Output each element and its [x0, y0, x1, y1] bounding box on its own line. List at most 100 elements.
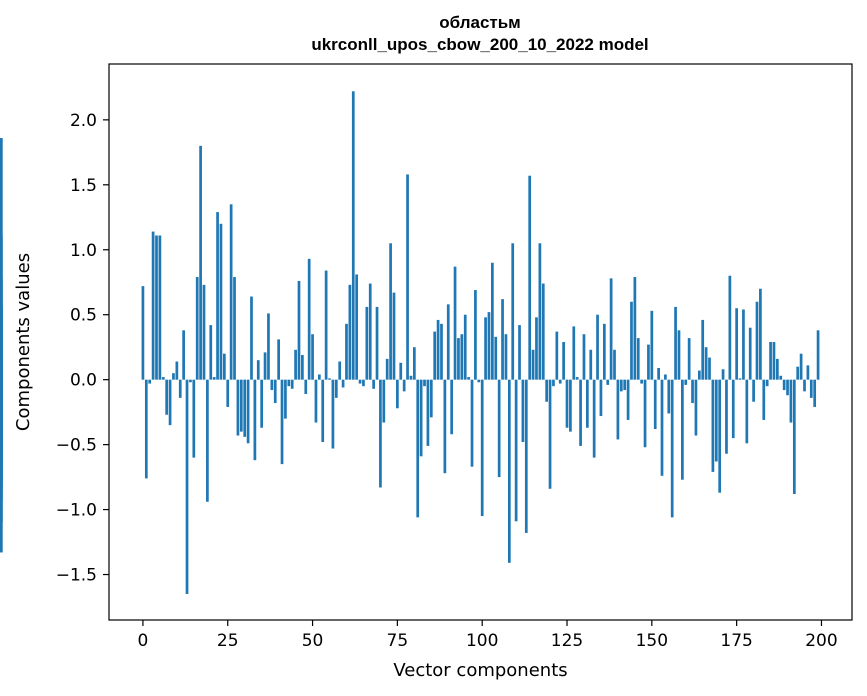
bar: [165, 379, 169, 415]
y-tick-label: 0.5: [70, 306, 97, 326]
bar: [474, 290, 477, 380]
bar: [752, 379, 755, 402]
bar: [446, 304, 450, 380]
bar: [565, 379, 569, 428]
bar: [423, 379, 426, 387]
bar: [670, 379, 674, 518]
bar: [175, 361, 179, 380]
bar: [558, 379, 562, 384]
bar: [358, 379, 362, 384]
bar: [409, 375, 413, 380]
y-tick-label: 1.0: [70, 241, 97, 261]
bar: [324, 270, 328, 380]
bar: [809, 379, 813, 398]
bar: [195, 277, 199, 380]
bar: [273, 379, 277, 404]
bar: [365, 306, 369, 380]
bar: [721, 369, 725, 380]
bar: [263, 352, 267, 380]
bar: [270, 379, 274, 391]
bar: [602, 323, 606, 380]
bar: [501, 299, 504, 380]
bar: [406, 174, 409, 380]
bar: [613, 349, 616, 380]
bar: [691, 379, 694, 404]
bar: [236, 379, 240, 436]
bar: [284, 379, 287, 419]
bar: [158, 235, 162, 380]
bar: [643, 379, 647, 448]
bar: [480, 379, 484, 517]
bar: [782, 379, 786, 391]
bar: [555, 331, 559, 380]
chart-title: областьм ukrconll_upos_cbow_200_10_2022 m…: [311, 13, 648, 54]
bar: [592, 379, 596, 458]
bar: [467, 377, 470, 380]
bar: [735, 308, 738, 380]
bar: [453, 266, 457, 380]
x-tick-label: 125: [551, 631, 583, 651]
bar: [769, 342, 772, 380]
bar: [697, 370, 701, 380]
bar: [155, 235, 158, 380]
bar: [518, 325, 521, 380]
plot-frame: [108, 63, 853, 621]
x-tick-label: 75: [387, 631, 409, 651]
bar: [402, 379, 406, 392]
bar: [226, 379, 230, 407]
bar: [419, 379, 423, 457]
bar: [399, 362, 403, 380]
bar: [484, 317, 487, 380]
bar: [161, 377, 165, 380]
bar: [199, 145, 202, 380]
bar: [151, 231, 155, 380]
bar: [443, 379, 447, 474]
bar: [426, 379, 430, 446]
bar: [674, 306, 677, 380]
bar: [182, 330, 185, 380]
x-tick-label: 100: [466, 631, 498, 651]
bar: [287, 379, 291, 387]
bar: [538, 243, 542, 380]
bar: [412, 347, 416, 380]
bar: [243, 379, 247, 437]
y-axis-label: Components values: [13, 253, 34, 431]
bar: [755, 301, 759, 380]
bar: [457, 338, 460, 380]
bar: [776, 358, 779, 380]
y-tick-label: 0.0: [70, 371, 97, 391]
bar: [260, 379, 264, 428]
bar: [718, 379, 722, 493]
bar: [440, 323, 443, 380]
bar: [368, 283, 372, 380]
y-tick-label: 2.0: [70, 111, 97, 131]
bar: [521, 379, 525, 443]
bar: [725, 379, 728, 454]
bar: [582, 334, 586, 380]
bar: [514, 379, 518, 522]
bar: [331, 379, 335, 449]
bar: [345, 323, 348, 380]
bar: [294, 349, 297, 380]
bar: [334, 379, 338, 398]
bar: [256, 360, 260, 380]
bar: [667, 379, 671, 414]
y-tick-label: −0.5: [56, 436, 97, 456]
bar: [460, 334, 464, 380]
bar: [192, 379, 196, 458]
y-tick-label: −1.0: [56, 501, 97, 521]
bar: [714, 379, 718, 462]
bar: [436, 319, 440, 380]
bar: [348, 284, 352, 380]
bar: [301, 354, 304, 380]
x-tick-label: 50: [302, 631, 324, 651]
bar: [209, 325, 213, 380]
bar: [321, 379, 325, 443]
bar: [657, 367, 660, 380]
bar: [704, 347, 708, 380]
bar: [267, 313, 270, 380]
bar: [314, 379, 318, 423]
bar: [491, 262, 494, 380]
bar: [148, 379, 152, 384]
bar: [297, 280, 301, 380]
